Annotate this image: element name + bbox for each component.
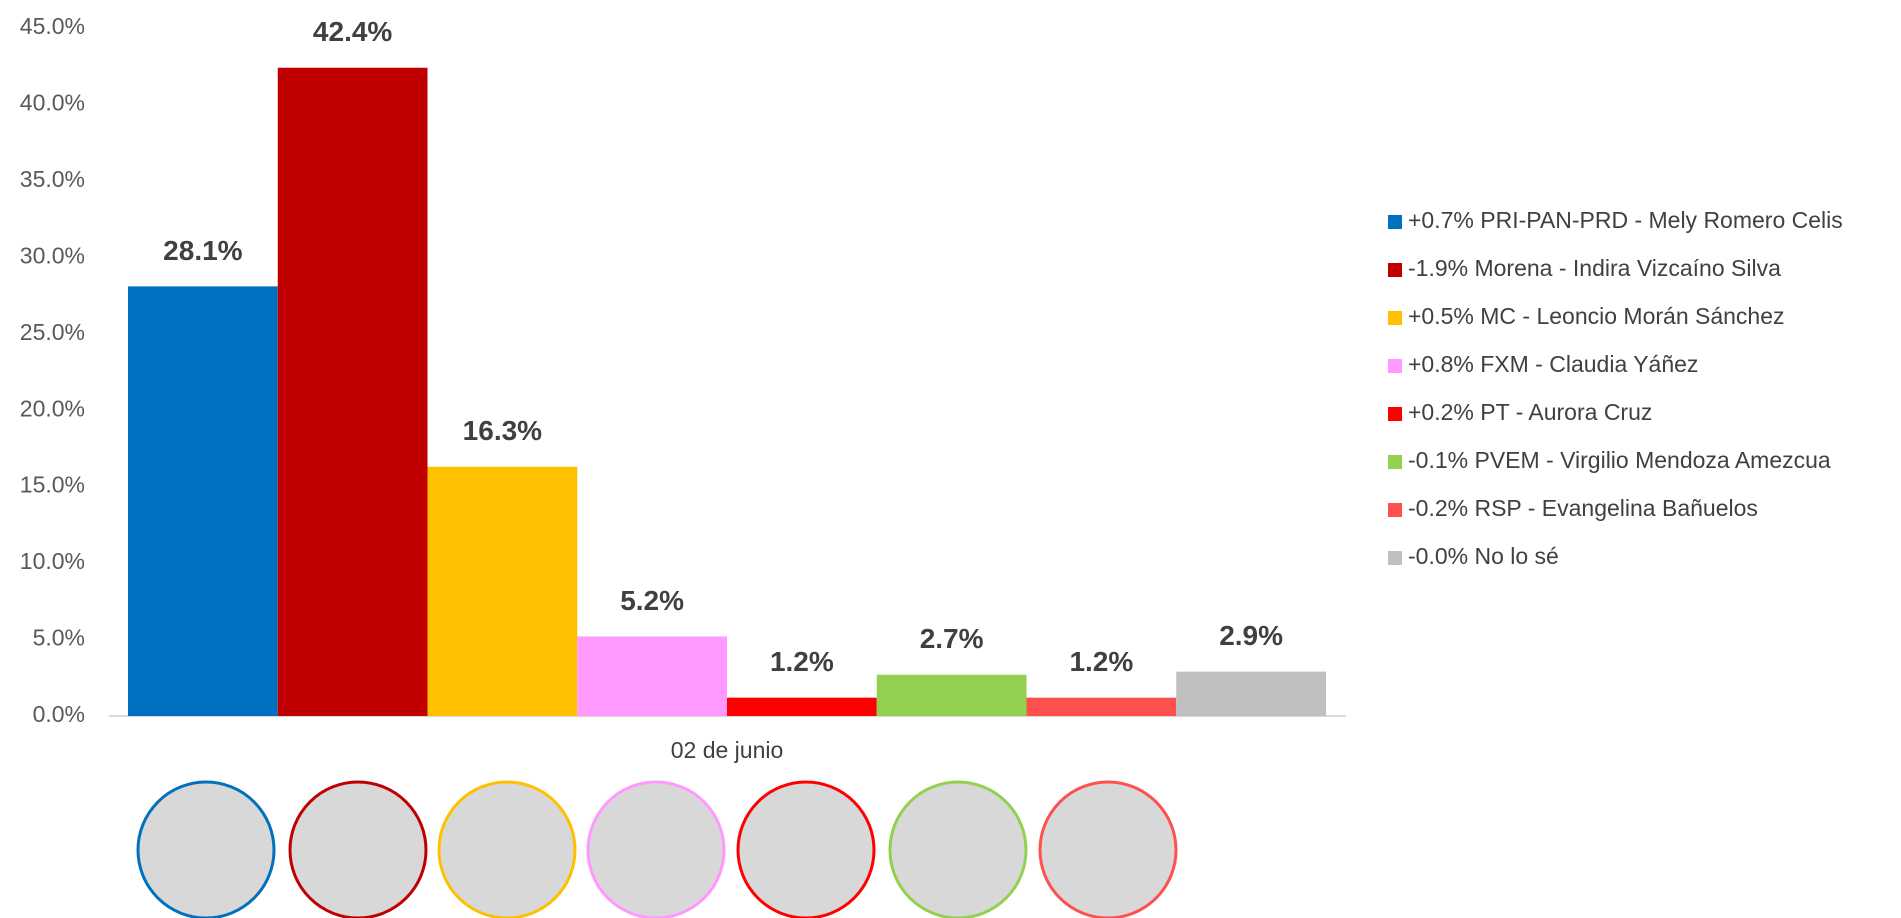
bar bbox=[1026, 697, 1177, 716]
value-label: 5.2% bbox=[620, 585, 684, 616]
legend-swatch bbox=[1388, 455, 1402, 469]
legend-label: +0.7% PRI-PAN-PRD - Mely Romero Celis bbox=[1408, 207, 1843, 233]
value-label: 2.9% bbox=[1219, 620, 1283, 651]
y-tick-label: 20.0% bbox=[20, 395, 85, 421]
legend-swatch bbox=[1388, 263, 1402, 277]
bar bbox=[427, 466, 578, 716]
legend-label: +0.2% PT - Aurora Cruz bbox=[1408, 399, 1652, 425]
legend-swatch bbox=[1388, 215, 1402, 229]
photo bbox=[288, 780, 428, 918]
x-tick-label: 02 de junio bbox=[671, 737, 784, 763]
bar bbox=[128, 286, 278, 716]
y-tick-label: 0.0% bbox=[33, 701, 85, 727]
y-tick-label: 25.0% bbox=[20, 319, 85, 345]
y-tick-label: 5.0% bbox=[33, 625, 85, 651]
bar bbox=[876, 674, 1027, 716]
legend-label: +0.8% FXM - Claudia Yáñez bbox=[1408, 351, 1698, 377]
y-tick-label: 35.0% bbox=[20, 166, 85, 192]
photo bbox=[888, 780, 1028, 918]
y-tick-label: 10.0% bbox=[20, 548, 85, 574]
legend-label: -0.1% PVEM - Virgilio Mendoza Amezcua bbox=[1408, 447, 1831, 473]
y-tick-label: 45.0% bbox=[20, 13, 85, 39]
value-label: 1.2% bbox=[770, 646, 834, 677]
photo bbox=[136, 780, 276, 918]
bar bbox=[727, 697, 877, 716]
bar bbox=[277, 67, 428, 717]
value-label: 28.1% bbox=[163, 235, 242, 266]
legend-label: +0.5% MC - Leoncio Morán Sánchez bbox=[1408, 303, 1785, 329]
value-label: 16.3% bbox=[463, 415, 542, 446]
y-tick-label: 15.0% bbox=[20, 472, 85, 498]
legend-label: -0.0% No lo sé bbox=[1408, 543, 1559, 569]
photo bbox=[586, 780, 726, 918]
y-tick-label: 40.0% bbox=[20, 90, 85, 116]
value-label: 42.4% bbox=[313, 16, 392, 47]
bar bbox=[1176, 671, 1326, 716]
y-tick-label: 30.0% bbox=[20, 242, 85, 268]
photo bbox=[437, 780, 577, 918]
photo bbox=[736, 780, 876, 918]
legend-label: -0.2% RSP - Evangelina Bañuelos bbox=[1408, 495, 1758, 521]
legend-swatch bbox=[1388, 359, 1402, 373]
photo bbox=[1038, 780, 1178, 918]
legend-swatch bbox=[1388, 503, 1402, 517]
candidate-photos bbox=[136, 780, 1178, 918]
bar bbox=[577, 636, 727, 716]
value-label: 1.2% bbox=[1069, 646, 1133, 677]
legend-swatch bbox=[1388, 407, 1402, 421]
legend-swatch bbox=[1388, 311, 1402, 325]
legend-swatch bbox=[1388, 551, 1402, 565]
value-label: 2.7% bbox=[920, 623, 984, 654]
legend-label: -1.9% Morena - Indira Vizcaíno Silva bbox=[1408, 255, 1781, 281]
